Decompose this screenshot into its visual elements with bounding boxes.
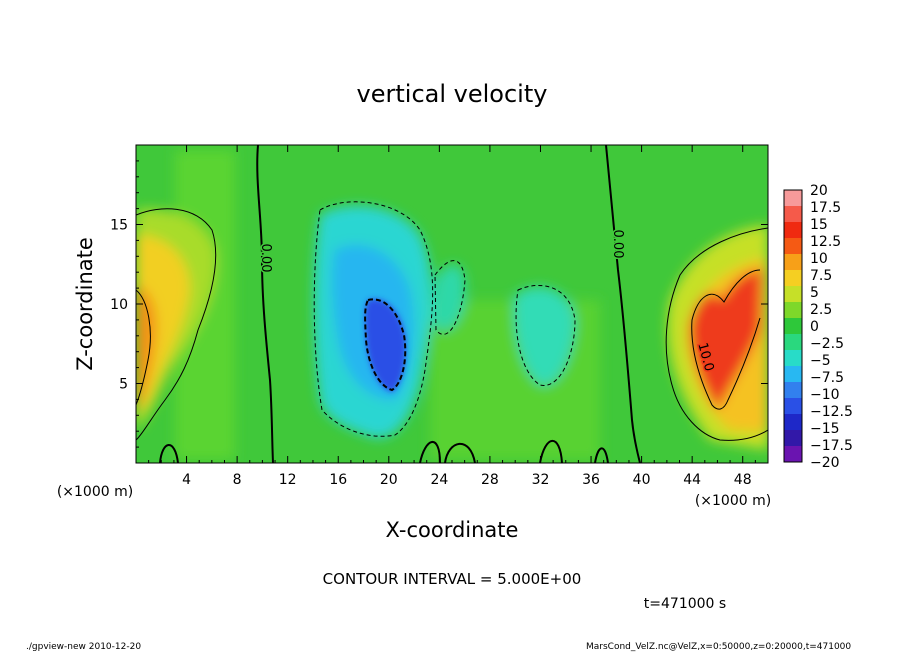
colorbar-swatch	[784, 446, 802, 463]
x-tick-label: 44	[683, 472, 701, 488]
cool-pocket-a	[432, 264, 466, 331]
contour-10-left	[136, 289, 151, 406]
cool-pocket-b	[514, 287, 575, 386]
x-tick-label: 4	[182, 472, 191, 488]
x-tick-label: 28	[481, 472, 499, 488]
zero-contours	[159, 145, 641, 463]
colorbar-label: 20	[810, 183, 828, 199]
zero-contour-bottom-5	[594, 447, 609, 463]
colorbar-label: 2.5	[810, 302, 832, 318]
colorbar-swatch	[784, 334, 802, 351]
colorbar-swatch	[784, 270, 802, 287]
x-unit-right: (×1000 m)	[695, 493, 771, 509]
y-tick-label: 15	[110, 218, 128, 234]
zero-contour-bottom-1	[159, 444, 179, 463]
colorbar-label: −15	[810, 421, 840, 437]
colorbar-label: −5	[810, 353, 831, 369]
time-label: t=471000 s	[644, 596, 726, 612]
x-tick-label: 48	[734, 472, 752, 488]
x-tick-label: 36	[582, 472, 600, 488]
plot-area: 0.00 0.00 10.0	[136, 145, 768, 463]
x-tick-label: 16	[329, 472, 347, 488]
zero-contour-bottom-4	[539, 440, 563, 463]
colorbar-label: 15	[810, 217, 828, 233]
colorbar-label: 10	[810, 251, 828, 267]
colorbar-label: −12.5	[810, 404, 853, 420]
colorbar-swatch	[784, 238, 802, 255]
footer-right: MarsCond_VelZ.nc@VelZ,x=0:50000,z=0:2000…	[586, 642, 852, 652]
contour-label-zero-left: 0.00	[258, 244, 273, 273]
colorbar-label: 5	[810, 285, 819, 301]
zero-contour-left	[256, 145, 274, 463]
colorbar-swatch	[784, 254, 802, 271]
x-axis-label: X-coordinate	[386, 518, 519, 542]
contour-5-right	[665, 227, 768, 441]
strong-downdraft	[365, 299, 406, 392]
contour-10-right	[691, 269, 761, 410]
contour-5-left	[136, 208, 217, 441]
colorbar-swatch	[784, 366, 802, 383]
chart-title: vertical velocity	[357, 80, 548, 108]
negative-contours	[313, 201, 576, 437]
contour-neg5-plume	[313, 201, 434, 437]
contour-neg5-pocket-b	[515, 284, 576, 386]
colorbar-swatch	[784, 350, 802, 367]
colorbar-swatch	[784, 398, 802, 415]
zero-contour-right	[605, 145, 641, 463]
y-axis: 5 10 15	[110, 160, 768, 448]
contour-neg10	[364, 298, 407, 392]
colorbar-label: 0	[810, 319, 819, 335]
zero-contour-bottom-2	[419, 441, 441, 463]
x-axis: 4 8 12 16 20 24 28 32 36 40 44 48	[148, 145, 756, 488]
hot-core-left	[136, 285, 157, 410]
colorbar-swatch	[784, 302, 802, 319]
colorbar-swatch	[784, 414, 802, 431]
colorbar: 2017.51512.5107.552.50−2.5−5−7.5−10−12.5…	[783, 183, 853, 471]
colorbar-label: −20	[810, 455, 840, 471]
x-unit-left: (×1000 m)	[57, 484, 133, 500]
colorbar-label: −2.5	[810, 336, 844, 352]
x-tick-label: 40	[633, 472, 651, 488]
y-axis-label: Z-coordinate	[73, 237, 97, 371]
colorbar-label: −10	[810, 387, 840, 403]
colorbar-label: 17.5	[810, 200, 841, 216]
x-tick-label: 8	[233, 472, 242, 488]
y-tick-label: 10	[110, 297, 128, 313]
colorbar-swatch	[784, 286, 802, 303]
x-tick-label: 12	[279, 472, 297, 488]
contour-labels: 0.00 0.00 10.0	[257, 228, 718, 374]
positive-contours	[136, 208, 768, 441]
colorbar-label: 7.5	[810, 268, 832, 284]
colorbar-label: −7.5	[810, 370, 844, 386]
colorbar-swatch	[784, 430, 802, 447]
x-tick-label: 20	[380, 472, 398, 488]
x-tick-label: 32	[532, 472, 550, 488]
colorbar-frame	[783, 189, 803, 463]
contour-interval: CONTOUR INTERVAL = 5.000E+00	[323, 570, 582, 588]
colorbar-swatch	[784, 318, 802, 335]
colorbar-swatch	[784, 190, 802, 207]
colorbar-swatch	[784, 382, 802, 399]
hot-core-right	[689, 270, 762, 410]
footer-left: ./gpview-new 2010-12-20	[26, 642, 142, 652]
x-tick-label: 24	[430, 472, 448, 488]
colorbar-swatch	[784, 206, 802, 223]
contour-label-zero-right: 0.00	[610, 230, 625, 259]
y-tick-label: 5	[119, 377, 128, 393]
zero-contour-bottom-3	[444, 442, 476, 463]
colorbar-label: −17.5	[810, 438, 853, 454]
colorbar-label: 12.5	[810, 234, 841, 250]
colorbar-swatch	[784, 222, 802, 239]
